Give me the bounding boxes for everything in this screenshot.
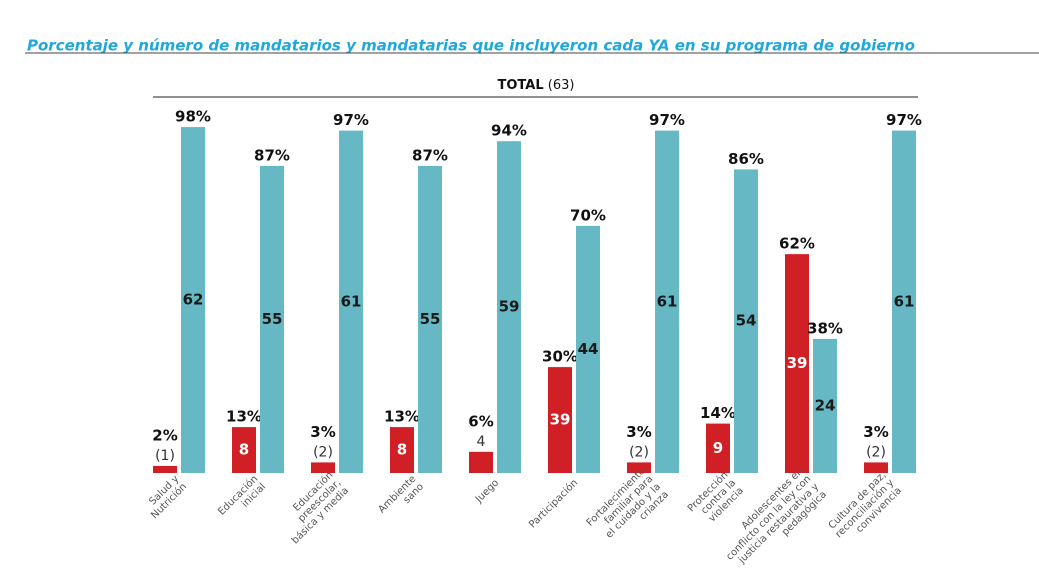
value-label: 97% [649, 111, 685, 129]
value-label: 3% [626, 423, 651, 441]
count-label: 55 [420, 310, 441, 328]
count-label: 61 [894, 292, 915, 310]
bar [153, 465, 177, 473]
value-label: 87% [254, 146, 290, 164]
x-tick-label: Educaciónpreescolar,básica y media [274, 469, 351, 546]
x-tick-label: Ambientesano [376, 474, 426, 524]
count-label: 54 [736, 312, 757, 330]
value-label: 97% [886, 111, 922, 129]
value-label: 2% [152, 426, 177, 444]
x-tick-label: Proteccióncontra laviolencia [685, 469, 746, 530]
bar [813, 338, 837, 473]
value-label: 70% [570, 206, 606, 224]
count-label: 9 [713, 439, 723, 457]
count-label: (2) [313, 444, 333, 460]
count-label: 61 [341, 292, 362, 310]
value-label: 3% [310, 423, 335, 441]
bar [181, 127, 205, 473]
count-label: 55 [262, 310, 283, 328]
count-label: 59 [499, 298, 520, 316]
count-label: 44 [578, 340, 599, 358]
bar [864, 462, 888, 473]
count-label: (1) [155, 448, 175, 464]
count-label: 39 [550, 411, 571, 429]
bar [785, 254, 809, 473]
count-label: 39 [787, 354, 808, 372]
count-label: 24 [815, 396, 836, 414]
bar [232, 427, 256, 473]
bar [497, 141, 521, 473]
count-label: 61 [657, 292, 678, 310]
x-tick-label: Participación [526, 477, 580, 531]
value-label: 13% [384, 408, 420, 426]
x-tick-label: Fortalecimientofamiliar parael cuidado y… [585, 466, 671, 552]
value-label: 97% [333, 111, 369, 129]
value-label: 13% [226, 408, 262, 426]
bar [892, 130, 916, 473]
x-tick-label-line: Juego [473, 477, 501, 505]
subtitle: TOTAL [498, 78, 544, 93]
value-label: 94% [491, 122, 527, 140]
count-label: (2) [629, 444, 649, 460]
bar [311, 462, 335, 473]
bar [655, 130, 679, 473]
bar [418, 165, 442, 473]
count-label: 62 [183, 291, 204, 309]
value-label: 98% [175, 108, 211, 126]
bar [576, 225, 600, 473]
x-tick-label: Juego [473, 477, 501, 505]
chart-subtitle: TOTAL (63) [498, 78, 575, 93]
value-label: 14% [700, 404, 736, 422]
chart-title: Porcentaje y número de mandatarios y man… [27, 37, 915, 55]
value-label: 86% [728, 150, 764, 168]
x-tick-label: Educacióninicial [216, 473, 269, 526]
bar [548, 367, 572, 473]
bar [706, 423, 730, 473]
value-label: 62% [779, 235, 815, 253]
count-label: 4 [477, 434, 486, 450]
bar [260, 165, 284, 473]
value-label: 38% [807, 319, 843, 337]
bar [627, 462, 651, 473]
subtitle-count: (63) [548, 78, 575, 93]
value-label: 30% [542, 348, 578, 366]
x-tick-label: Salud yNutrición [141, 474, 189, 522]
count-label: 8 [397, 441, 407, 459]
bar [469, 451, 493, 473]
count-label: 8 [239, 441, 249, 459]
value-label: 87% [412, 146, 448, 164]
value-label: 6% [468, 412, 493, 430]
x-tick-label-line: Participación [526, 477, 580, 531]
bar [734, 169, 758, 474]
bar [390, 427, 414, 473]
value-label: 3% [863, 423, 888, 441]
x-tick-label: Cultura de paz,reconciliación yconvivenc… [826, 470, 904, 548]
bar [339, 130, 363, 473]
count-label: (2) [866, 444, 886, 460]
